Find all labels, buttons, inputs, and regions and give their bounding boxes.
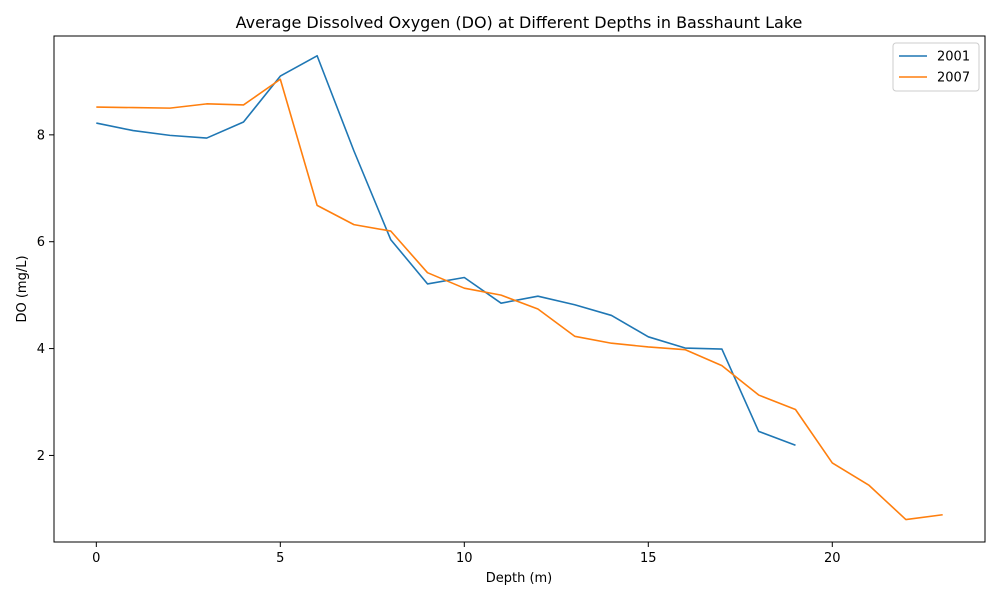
x-axis: 0 5 10 15 20 bbox=[92, 542, 841, 566]
x-tick-label: 15 bbox=[640, 551, 657, 566]
chart-title: Average Dissolved Oxygen (DO) at Differe… bbox=[236, 13, 803, 32]
x-tick-label: 0 bbox=[92, 551, 100, 566]
x-tick-label: 10 bbox=[456, 551, 473, 566]
y-axis-label: DO (mg/L) bbox=[15, 255, 30, 322]
x-tick-label: 5 bbox=[276, 551, 284, 566]
x-axis-label: Depth (m) bbox=[486, 571, 553, 586]
y-tick-label: 6 bbox=[37, 235, 45, 250]
plot-area bbox=[53, 35, 986, 543]
x-tick-label: 20 bbox=[824, 551, 841, 566]
legend-label-2001: 2001 bbox=[937, 50, 970, 65]
legend-label-2007: 2007 bbox=[937, 71, 970, 86]
y-tick-label: 2 bbox=[37, 449, 45, 464]
y-axis: 2 4 6 8 bbox=[37, 128, 54, 464]
legend: 2001 2007 bbox=[892, 42, 980, 92]
series-layer bbox=[96, 54, 943, 521]
y-tick-label: 4 bbox=[37, 342, 45, 357]
series-line-2007 bbox=[96, 78, 943, 521]
y-tick-label: 8 bbox=[37, 128, 45, 143]
legend-frame bbox=[892, 42, 980, 92]
